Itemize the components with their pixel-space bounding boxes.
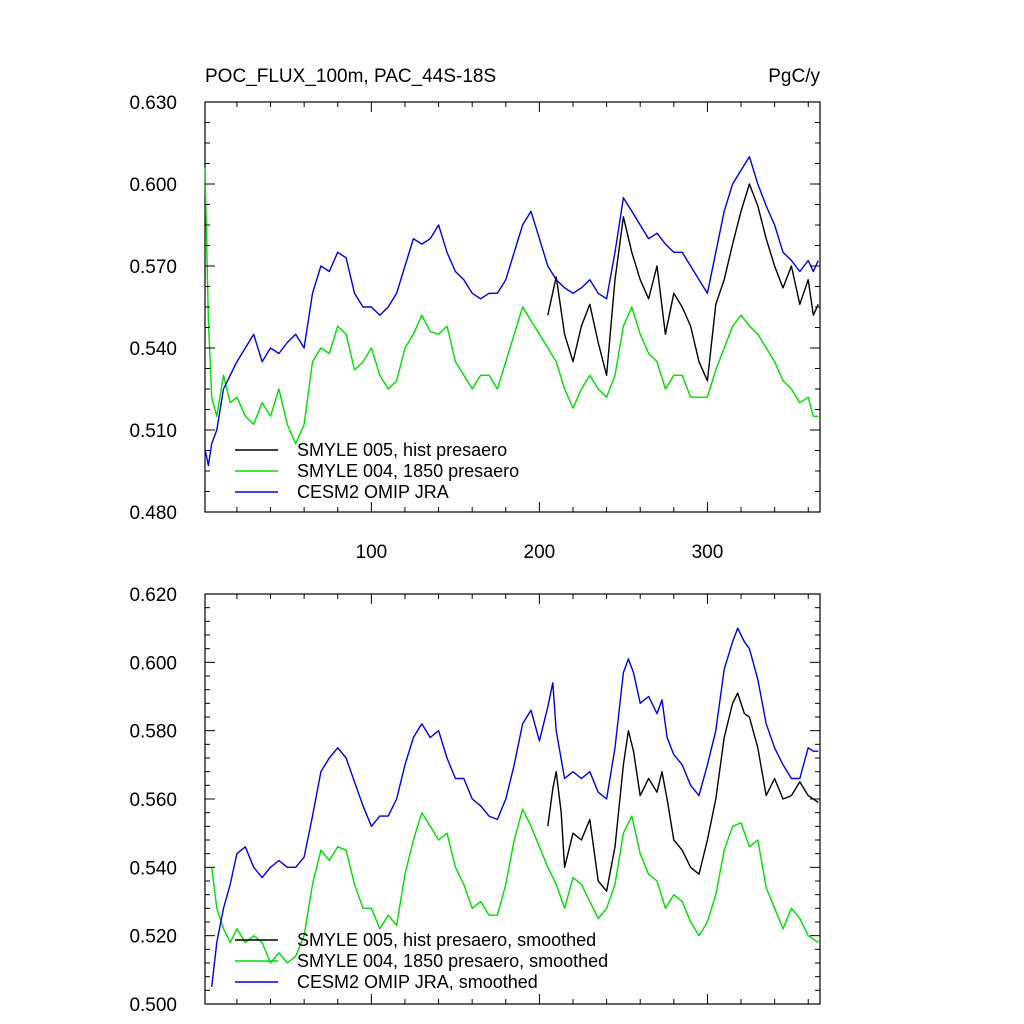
y-tick-label-1: 0.510 — [129, 421, 177, 442]
bottom-panel: 0.500 0.520 0.540 0.560 0.580 0.600 0.620 SMYLE… — [129, 585, 821, 1016]
series-line-1 — [204, 167, 819, 445]
series-line-2 — [211, 627, 819, 987]
y-tick-label-4: 0.580 — [129, 722, 177, 743]
y-tick-label-6: 0.620 — [129, 585, 177, 606]
legend-label-2: CESM2 OMIP JRA, smoothed — [297, 972, 538, 992]
y-tick-label-5: 0.630 — [129, 93, 177, 114]
units-label: PgC/y — [768, 66, 820, 87]
y-tick-label-5: 0.600 — [129, 653, 177, 674]
y-tick-label-0: 0.500 — [129, 995, 177, 1016]
x-tick-label-1: 200 — [524, 542, 556, 563]
legend-label-0: SMYLE 005, hist presaero, smoothed — [297, 930, 596, 950]
chart-title: POC_FLUX_100m, PAC_44S-18S — [205, 66, 496, 87]
x-tick-label-0: 100 — [356, 542, 388, 563]
y-tick-label-3: 0.570 — [129, 257, 177, 278]
plot-area — [204, 156, 819, 467]
series-line-2 — [204, 156, 819, 467]
y-tick-label-0: 0.480 — [129, 503, 177, 524]
series-line-0 — [547, 183, 819, 382]
legend-label-1: SMYLE 004, 1850 presaero, smoothed — [297, 951, 608, 971]
plot-area — [211, 627, 819, 987]
series-line-1 — [211, 808, 819, 964]
y-tick-label-2: 0.540 — [129, 339, 177, 360]
y-tick-label-3: 0.560 — [129, 790, 177, 811]
y-tick-label-2: 0.540 — [129, 858, 177, 879]
y-tick-label-4: 0.600 — [129, 175, 177, 196]
top-panel: 0.480 0.510 0.540 0.570 0.600 0.630 100 200 300 P… — [129, 66, 821, 563]
x-tick-label-2: 300 — [692, 542, 724, 563]
legend: SMYLE 005, hist presaero, smoothedSMYLE … — [235, 930, 608, 992]
legend-label-0: SMYLE 005, hist presaero — [297, 440, 507, 460]
y-tick-label-1: 0.520 — [129, 927, 177, 948]
legend-label-1: SMYLE 004, 1850 presaero — [297, 461, 519, 481]
legend-label-2: CESM2 OMIP JRA — [297, 482, 449, 502]
series-line-0 — [547, 692, 819, 892]
